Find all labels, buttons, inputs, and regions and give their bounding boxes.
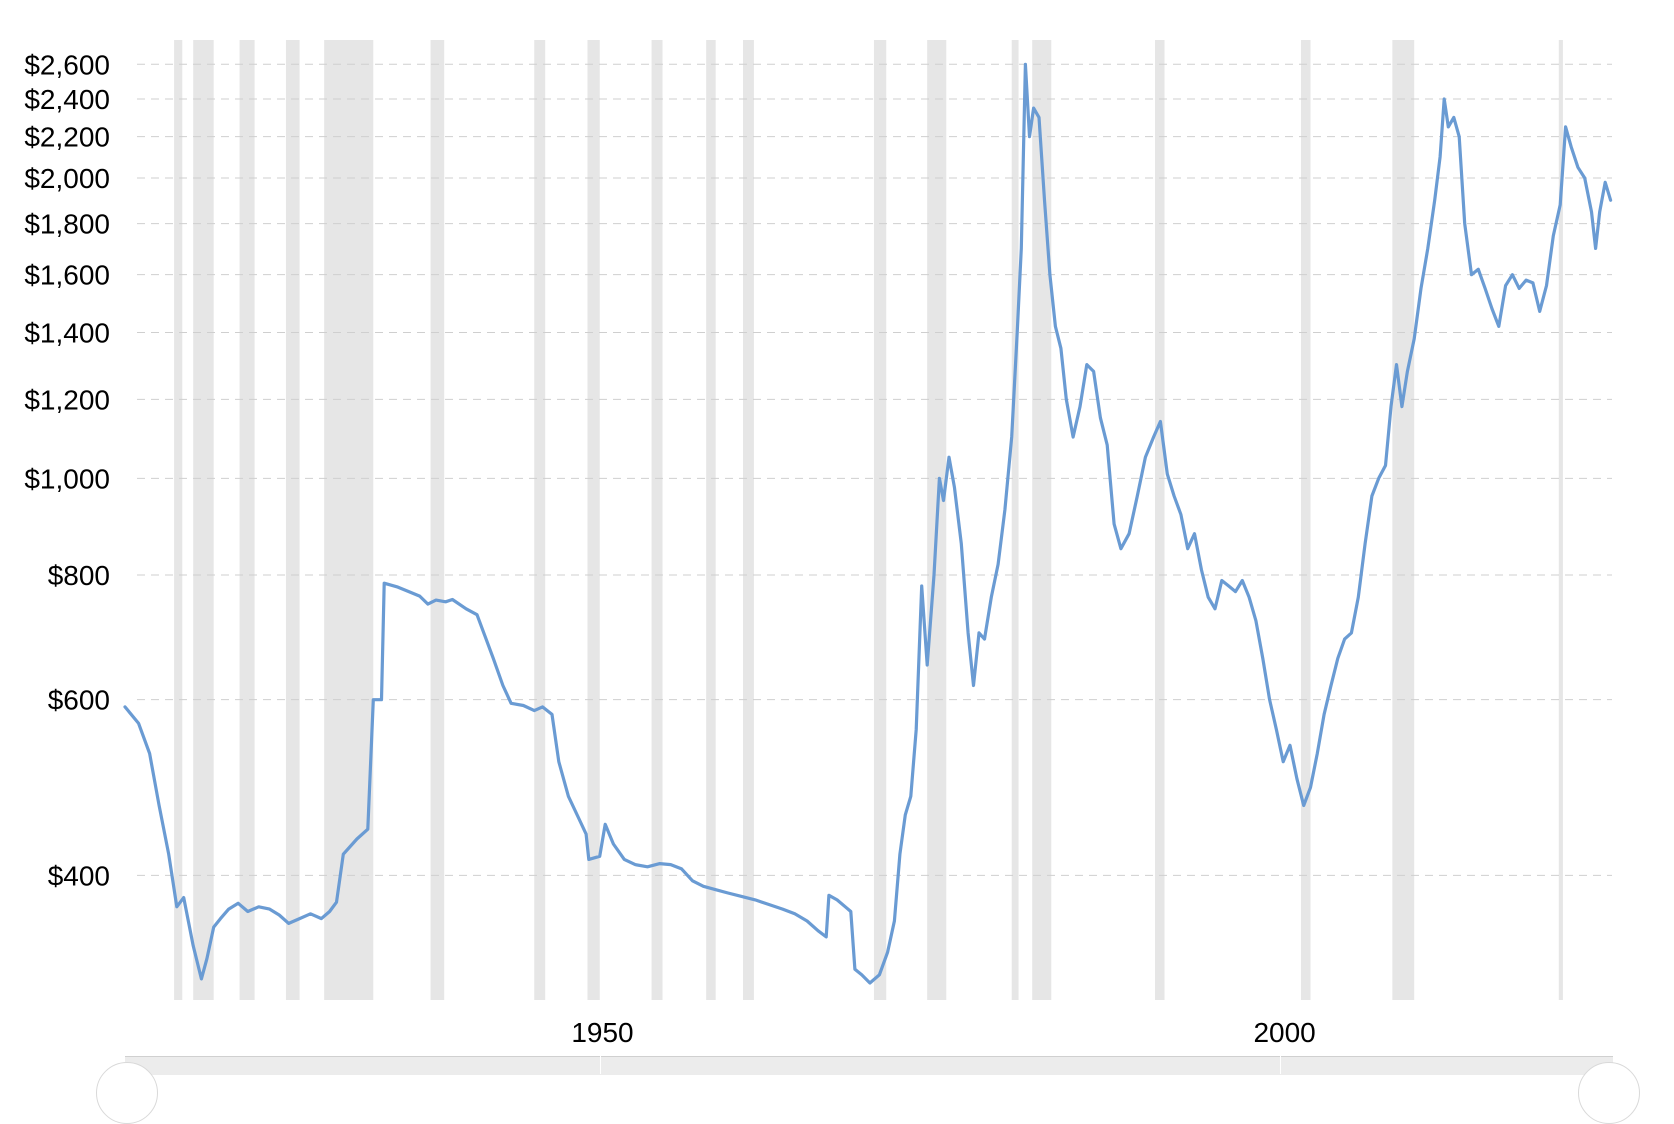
recession-band: [1392, 40, 1415, 1000]
navigator-divider: [600, 1056, 601, 1074]
x-axis-ticks: 1950 2000: [571, 1017, 1315, 1048]
range-navigator[interactable]: [125, 1056, 1613, 1075]
y-tick-label: $2,400: [24, 84, 110, 115]
x-tick-label: 2000: [1253, 1017, 1315, 1048]
recession-band: [1032, 40, 1052, 1000]
recession-band: [239, 40, 255, 1000]
recession-band: [174, 40, 183, 1000]
navigator-left-handle[interactable]: [96, 1062, 158, 1124]
y-tick-label: $1,600: [24, 260, 110, 291]
recession-band: [1011, 40, 1019, 1000]
y-tick-label: $1,800: [24, 209, 110, 240]
gridlines: [137, 63, 1612, 876]
y-tick-label: $2,200: [24, 122, 110, 153]
recession-band: [1154, 40, 1165, 1000]
recession-band: [430, 40, 445, 1000]
y-tick-label: $2,000: [24, 163, 110, 194]
series-line: [123, 62, 1613, 985]
y-tick-label: $1,400: [24, 318, 110, 349]
x-tick-label: 1950: [571, 1017, 633, 1048]
recession-band: [324, 40, 374, 1000]
recession-band: [873, 40, 887, 1000]
recession-band: [706, 40, 716, 1000]
y-tick-label: $1,200: [24, 384, 110, 415]
price-chart: $2,600 $2,400 $2,200 $2,000 $1,800 $1,600 $1,4…: [24, 40, 1640, 1124]
recession-band: [587, 40, 600, 1000]
y-tick-label: $400: [48, 860, 110, 891]
recession-band: [1558, 40, 1563, 1000]
y-axis-ticks: $2,600 $2,400 $2,200 $2,000 $1,800 $1,600 $1,4…: [24, 49, 110, 891]
navigator-right-handle[interactable]: [1578, 1062, 1640, 1124]
recession-bands: [174, 40, 1563, 1000]
recession-band: [193, 40, 214, 1000]
y-tick-label: $1,000: [24, 463, 110, 494]
recession-band: [742, 40, 754, 1000]
recession-band: [534, 40, 546, 1000]
navigator-divider: [1280, 1056, 1281, 1074]
y-tick-label: $600: [48, 685, 110, 716]
y-tick-label: $800: [48, 560, 110, 591]
recession-band: [1300, 40, 1311, 1000]
recession-band: [651, 40, 663, 1000]
series-layer: [123, 62, 1613, 985]
y-tick-label: $2,600: [24, 49, 110, 80]
recession-band: [285, 40, 300, 1000]
chart-svg: $2,600 $2,400 $2,200 $2,000 $1,800 $1,600 $1,4…: [24, 40, 1613, 1048]
